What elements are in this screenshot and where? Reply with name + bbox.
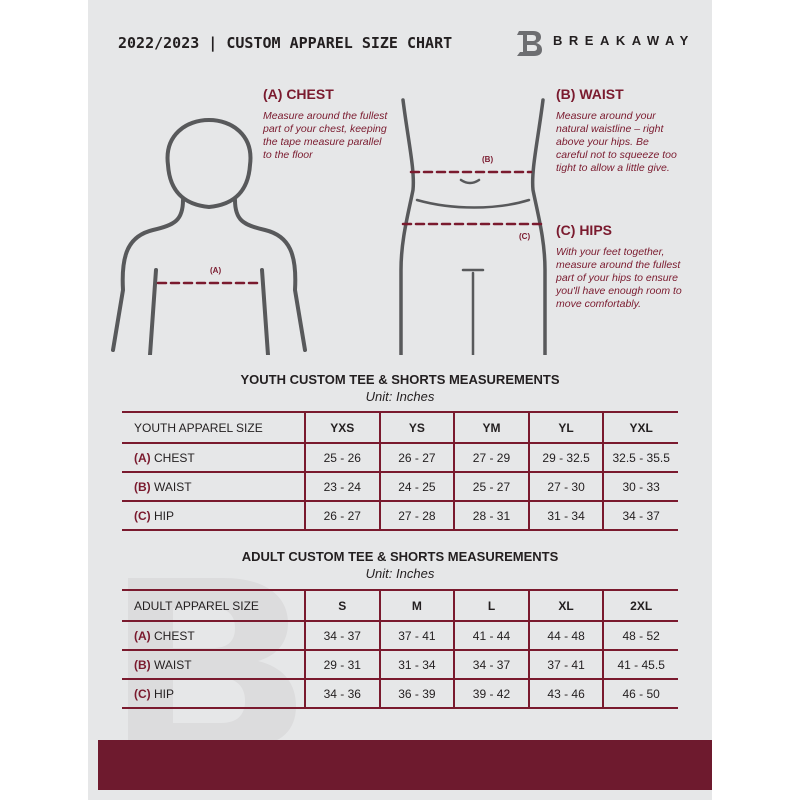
value-cell: 36 - 39	[378, 679, 455, 709]
breakaway-logo-icon	[517, 31, 542, 56]
value-cell: 31 - 34	[378, 650, 455, 680]
row-name: WAIST	[154, 479, 192, 494]
table-row: (B) WAIST 29 - 31 31 - 34 34 - 37 37 - 41 41…	[122, 650, 678, 680]
value-cell: 44 - 48	[527, 621, 604, 651]
chest-tape-label: (A)	[210, 266, 222, 275]
footer-bar	[98, 740, 712, 790]
table-header-row: YOUTH APPAREL SIZE YXS YS YM YL YXL	[122, 411, 678, 444]
size-cell: L	[453, 589, 529, 622]
row-label: (C) HIP	[122, 679, 305, 709]
value-cell: 46 - 50	[602, 679, 678, 709]
adult-size-table: ADULT APPAREL SIZE S M L XL 2XL (A) CHES…	[122, 589, 678, 709]
table-row: (C) HIP 26 - 27 27 - 28 28 - 31 31 - 34 34 -…	[122, 501, 678, 531]
chest-heading: (A) CHEST	[263, 86, 334, 102]
waist-heading: (B) WAIST	[556, 86, 624, 102]
row-tag: (C)	[134, 508, 151, 523]
value-cell: 27 - 29	[453, 443, 529, 473]
lower-body-figure	[399, 98, 547, 355]
size-cell: YM	[453, 411, 529, 444]
row-tag: (A)	[134, 628, 151, 643]
row-label: (A) CHEST	[122, 443, 305, 473]
size-cell: 2XL	[602, 589, 678, 622]
value-cell: 41 - 45.5	[602, 650, 678, 680]
row-name: CHEST	[154, 450, 195, 465]
row-tag: (C)	[134, 686, 151, 701]
size-cell: S	[304, 589, 380, 622]
table-row: (A) CHEST 25 - 26 26 - 27 27 - 29 29 - 32.5…	[122, 443, 678, 473]
adult-unit: Unit: Inches	[365, 566, 435, 581]
size-cell: YS	[378, 411, 455, 444]
size-cell: YL	[527, 411, 604, 444]
value-cell: 41 - 44	[453, 621, 529, 651]
youth-unit: Unit: Inches	[365, 389, 435, 404]
value-cell: 28 - 31	[453, 501, 529, 531]
size-cell: YXL	[602, 411, 678, 444]
value-cell: 23 - 24	[304, 472, 380, 502]
value-cell: 39 - 42	[453, 679, 529, 709]
row-name: CHEST	[154, 628, 195, 643]
value-cell: 34 - 37	[453, 650, 529, 680]
page-title: 2022/2023 | CUSTOM APPAREL SIZE CHART	[118, 34, 453, 52]
youth-size-table: YOUTH APPAREL SIZE YXS YS YM YL YXL (A) …	[122, 411, 678, 531]
value-cell: 29 - 31	[304, 650, 380, 680]
value-cell: 25 - 27	[453, 472, 529, 502]
hips-tape-label: (C)	[519, 232, 531, 241]
brand-name: BREAKAWAY	[553, 33, 695, 48]
adult-table-title: ADULT CUSTOM TEE & SHORTS MEASUREMENTS	[241, 549, 559, 564]
value-cell: 31 - 34	[527, 501, 604, 531]
row-name: HIP	[154, 686, 175, 701]
value-cell: 24 - 25	[378, 472, 455, 502]
row-tag: (B)	[134, 657, 151, 672]
value-cell: 34 - 37	[602, 501, 678, 531]
size-cell: YXS	[304, 411, 380, 444]
chest-instructions: Measure around the fullest part of your …	[263, 110, 388, 161]
hips-heading: (C) HIPS	[556, 222, 612, 238]
value-cell: 48 - 52	[602, 621, 678, 651]
row-label: (C) HIP	[122, 501, 305, 531]
row-label: (A) CHEST	[122, 621, 305, 651]
waist-instructions: Measure around your natural waistline – …	[556, 110, 677, 174]
size-cell: M	[378, 589, 455, 622]
youth-table-title: YOUTH CUSTOM TEE & SHORTS MEASUREMENTS	[240, 372, 560, 387]
value-cell: 37 - 41	[378, 621, 455, 651]
hips-instructions: With your feet together, measure around …	[556, 246, 682, 310]
size-chart-sheet: 2022/2023 | CUSTOM APPAREL SIZE CHART BR…	[88, 0, 712, 800]
value-cell: 27 - 30	[527, 472, 604, 502]
row-label: (B) WAIST	[122, 472, 305, 502]
value-cell: 26 - 27	[378, 443, 455, 473]
value-cell: 27 - 28	[378, 501, 455, 531]
value-cell: 25 - 26	[304, 443, 380, 473]
row-tag: (A)	[134, 450, 151, 465]
value-cell: 30 - 33	[602, 472, 678, 502]
table-header-row: ADULT APPAREL SIZE S M L XL 2XL	[122, 589, 678, 622]
row-name: WAIST	[154, 657, 192, 672]
value-cell: 34 - 36	[304, 679, 380, 709]
upper-body-figure	[111, 118, 307, 355]
header-cell: ADULT APPAREL SIZE	[122, 589, 305, 622]
table-row: (B) WAIST 23 - 24 24 - 25 25 - 27 27 - 30 30…	[122, 472, 678, 502]
size-cell: XL	[527, 589, 604, 622]
value-cell: 43 - 46	[527, 679, 604, 709]
value-cell: 26 - 27	[304, 501, 380, 531]
value-cell: 34 - 37	[304, 621, 380, 651]
waist-tape-label: (B)	[482, 155, 494, 164]
table-row: (C) HIP 34 - 36 36 - 39 39 - 42 43 - 46 46 -…	[122, 679, 678, 709]
value-cell: 37 - 41	[527, 650, 604, 680]
row-name: HIP	[154, 508, 175, 523]
value-cell: 29 - 32.5	[527, 443, 604, 473]
value-cell: 32.5 - 35.5	[602, 443, 678, 473]
table-row: (A) CHEST 34 - 37 37 - 41 41 - 44 44 - 48 48…	[122, 621, 678, 651]
header-cell: YOUTH APPAREL SIZE	[122, 411, 305, 444]
row-label: (B) WAIST	[122, 650, 305, 680]
row-tag: (B)	[134, 479, 151, 494]
